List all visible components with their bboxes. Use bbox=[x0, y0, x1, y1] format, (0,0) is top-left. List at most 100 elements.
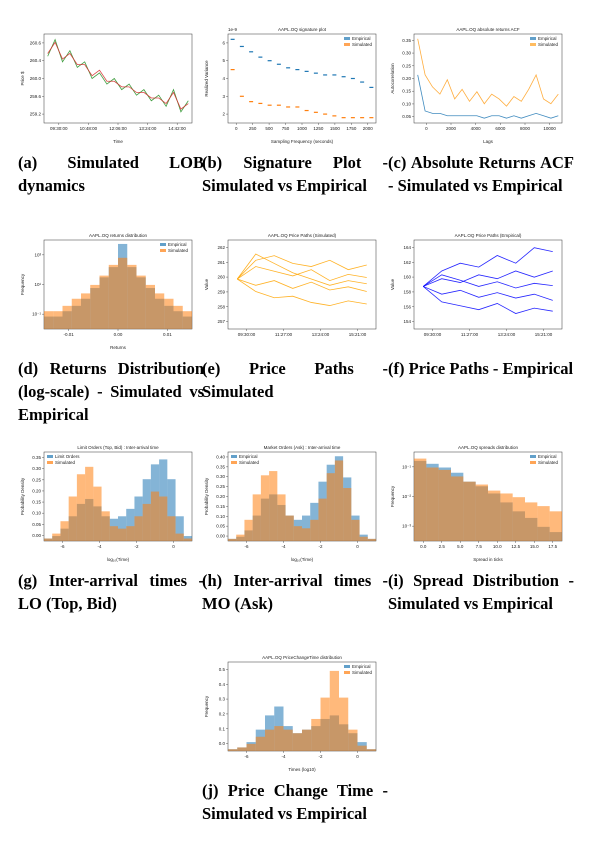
legend-label: Simulated bbox=[538, 42, 559, 47]
hist-bar bbox=[500, 493, 513, 541]
y-tick-label: 0.10 bbox=[402, 101, 411, 106]
hist-bar bbox=[173, 305, 183, 329]
scatter-point bbox=[249, 101, 254, 103]
x-tick-label: -2 bbox=[318, 544, 322, 549]
hist-bar bbox=[108, 264, 118, 329]
y-tick-label: 10³ bbox=[34, 252, 41, 257]
y-tick-label: 0.30 bbox=[216, 474, 225, 479]
x-tick-label: 1000 bbox=[297, 126, 308, 131]
y-tick-label: 260.4 bbox=[30, 58, 42, 63]
legend-swatch bbox=[344, 43, 350, 46]
y-tick-label: 0.1 bbox=[219, 726, 226, 731]
hist-bar bbox=[142, 503, 151, 541]
x-tick-label: -0.01 bbox=[64, 332, 75, 337]
caption: (a) Simulated LOB dynamics bbox=[18, 153, 204, 195]
hist-bar bbox=[183, 538, 192, 541]
legend-label: Simulated bbox=[239, 460, 260, 465]
y-tick-label: 160 bbox=[403, 275, 411, 280]
plot: AAPL.OQ Price Paths (Empirical) Value 09:3… bbox=[390, 233, 563, 337]
plot: Market Orders (Ask) : Inter-arrival time… bbox=[204, 445, 377, 562]
scatter-point bbox=[304, 70, 309, 72]
y-tick-label: 0.05 bbox=[216, 524, 225, 529]
y-tick-label: 259.2 bbox=[30, 112, 42, 117]
plot: Time Price $ 09:30:00 10:48:00 12:06:00 13:24… bbox=[20, 33, 193, 144]
x-tick-label: 2.5 bbox=[439, 544, 446, 549]
y-tick-label: 0.15 bbox=[32, 500, 41, 505]
x-tick-label: 0 bbox=[356, 544, 359, 549]
y-tick-label: 0.25 bbox=[216, 484, 225, 489]
x-axis-label: log₁₀(Time) bbox=[107, 557, 130, 562]
x-tick-label: 09:30:00 bbox=[424, 332, 442, 337]
plot: AAPL.OQ Price Paths (Simulated) Value 09:3… bbox=[204, 233, 377, 337]
scatter-point bbox=[230, 69, 235, 71]
hist-bar bbox=[318, 498, 327, 541]
y-axis-label: Frequency bbox=[20, 273, 25, 295]
y-tick-label: 0.4 bbox=[219, 682, 226, 687]
hist-bar bbox=[237, 747, 247, 751]
y-tick-label: 260 bbox=[217, 275, 225, 280]
scatter-point bbox=[313, 111, 318, 113]
x-tick-label: 1750 bbox=[346, 126, 357, 131]
y-tick-label: 0.10 bbox=[32, 511, 41, 516]
subfigure: AAPL.OQ spreads distribution Spread in ti… bbox=[388, 440, 574, 615]
hist-bar bbox=[85, 466, 94, 541]
legend-swatch bbox=[231, 455, 237, 458]
subfigure: AAPL.OQ Price Paths (Simulated) Value 09:3… bbox=[202, 228, 388, 403]
x-tick-label: 750 bbox=[282, 126, 290, 131]
scatter-point bbox=[360, 117, 365, 119]
subfigure: AAPL.OQ Price Paths (Empirical) Value 09:3… bbox=[388, 228, 574, 380]
hist-bar bbox=[44, 311, 54, 329]
y-tick-label: 262 bbox=[217, 245, 225, 250]
scatter-point bbox=[341, 76, 346, 78]
y-tick-label: 158 bbox=[403, 289, 411, 294]
scatter-point bbox=[249, 51, 254, 53]
plot-frame bbox=[413, 239, 563, 330]
x-axis-label: Lags bbox=[483, 139, 494, 144]
y-tick-label: 2 bbox=[222, 112, 225, 117]
series-line bbox=[47, 41, 189, 110]
hist-bar bbox=[351, 519, 360, 541]
hist-bar bbox=[164, 298, 174, 329]
legend-swatch bbox=[160, 249, 166, 252]
hist-bar bbox=[359, 536, 368, 541]
x-tick-label: 0.01 bbox=[163, 332, 172, 337]
plot-frame bbox=[43, 33, 193, 124]
scatter-point bbox=[323, 113, 328, 115]
x-tick-label: 12.5 bbox=[511, 544, 520, 549]
hist-bar bbox=[101, 511, 110, 541]
y-tick-label: 0.40 bbox=[216, 454, 225, 459]
scatter-point bbox=[239, 45, 244, 48]
hist-bar bbox=[52, 533, 61, 541]
x-axis-label: Times (log10) bbox=[288, 767, 316, 772]
caption: (h) Inter-arrival times - MO (Ask) bbox=[202, 571, 388, 613]
hist-bar bbox=[274, 726, 284, 751]
x-tick-label: 250 bbox=[249, 126, 257, 131]
hist-bar bbox=[367, 538, 376, 541]
scatter-point bbox=[286, 106, 291, 108]
caption: (c) Absolute Returns ACF - Simulated vs … bbox=[388, 153, 574, 195]
y-tick-label: 259 bbox=[217, 289, 225, 294]
caption: (g) Inter-arrival times - LO (Top, Bid) bbox=[18, 571, 204, 613]
x-tick-label: 13:24:00 bbox=[312, 332, 330, 337]
plot: AAPL.OQ signature plot Sampling Frequency… bbox=[204, 27, 377, 144]
scatter-point bbox=[350, 117, 355, 119]
x-tick-label: -6 bbox=[60, 544, 64, 549]
subfigure: AAPL.OQ returns distribution Returns Frequ… bbox=[18, 228, 204, 426]
hist-bar bbox=[292, 733, 302, 751]
hist-bar bbox=[145, 284, 155, 329]
plot: AAPL.OQ PriceChangeTime distribution Time… bbox=[204, 655, 377, 772]
hist-bar bbox=[44, 538, 53, 541]
caption: (d) Returns Distribution (log-scale) - S… bbox=[18, 359, 204, 424]
plot-title: AAPL.OQ Price Paths (Empirical) bbox=[455, 233, 522, 238]
series-line bbox=[423, 286, 553, 301]
y-tick-label: 0.10 bbox=[216, 514, 225, 519]
y-tick-label: 0.30 bbox=[402, 51, 411, 56]
x-tick-label: 15.0 bbox=[530, 544, 539, 549]
scatter-point bbox=[332, 74, 337, 76]
subfigure: Limit Orders (Top, Bid) : Inter-arrival … bbox=[18, 440, 204, 615]
series-line bbox=[422, 247, 553, 287]
plot: AAPL.OQ spreads distribution Spread in ti… bbox=[390, 445, 563, 562]
y-tick-label: 0.30 bbox=[32, 466, 41, 471]
hist-bar bbox=[99, 275, 109, 329]
scatter-point bbox=[350, 77, 355, 80]
